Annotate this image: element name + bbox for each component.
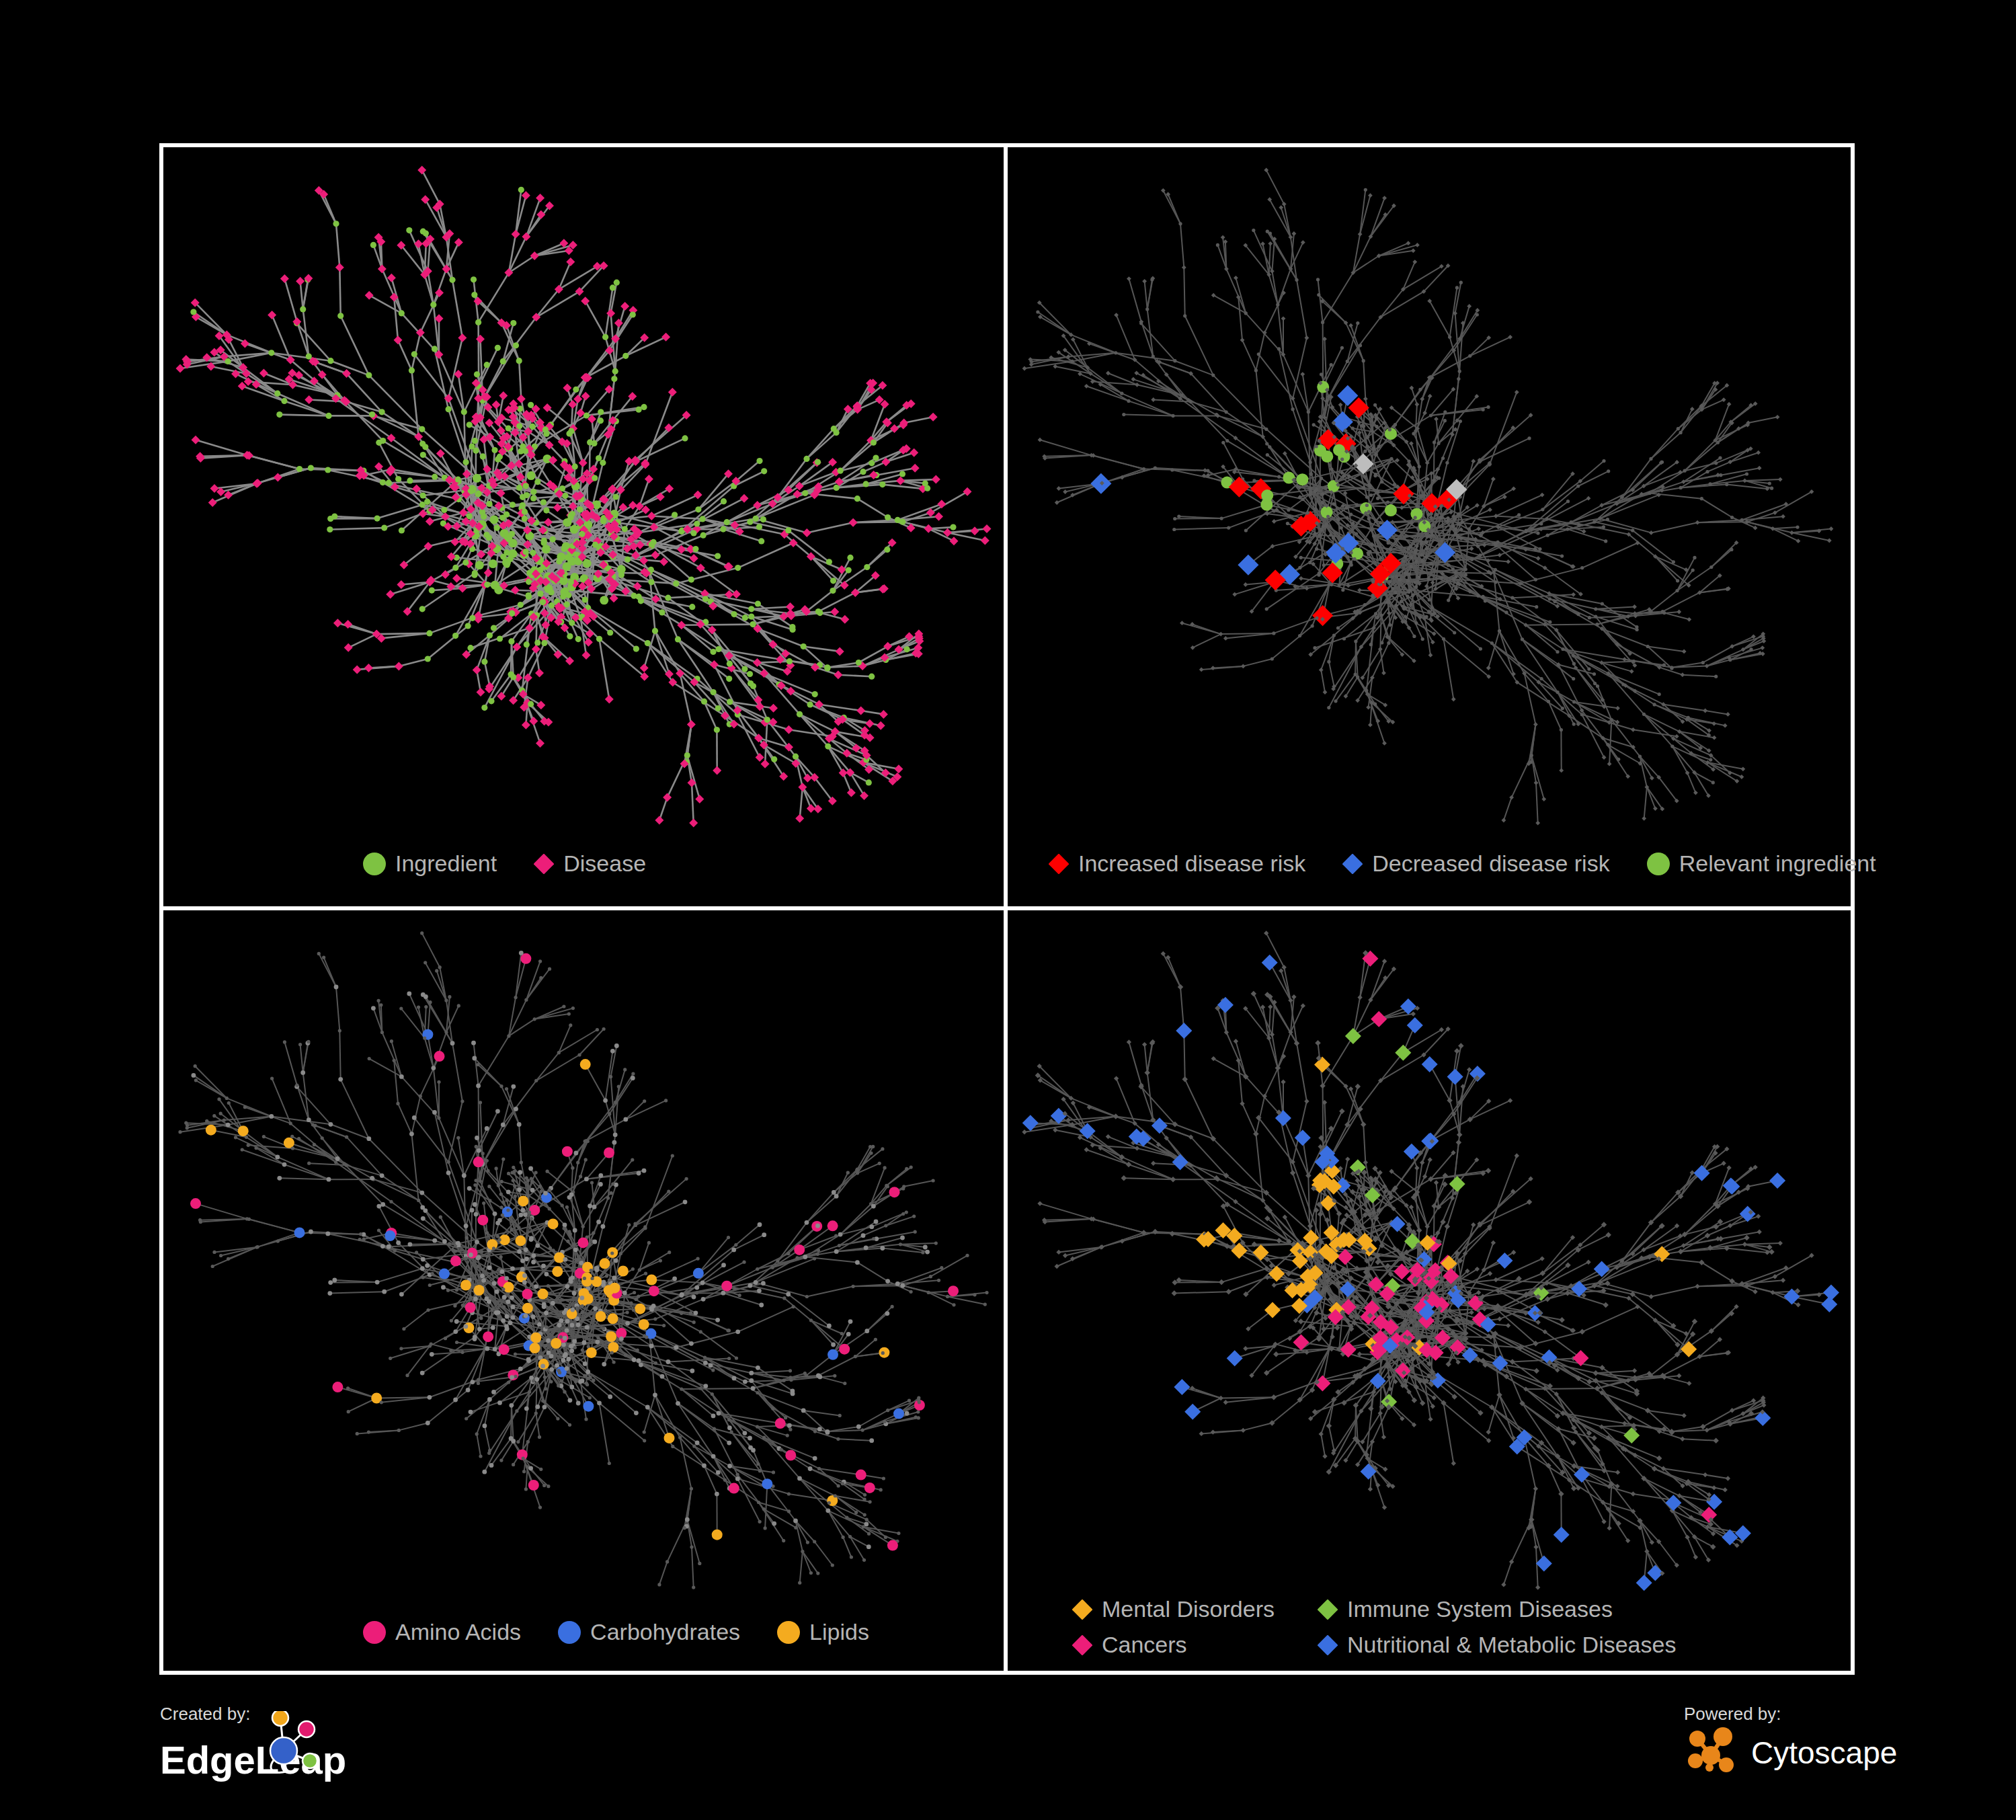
svg-text:Cytoscape: Cytoscape — [1751, 1735, 1897, 1770]
svg-text:EdgeLeap: EdgeLeap — [160, 1738, 346, 1782]
